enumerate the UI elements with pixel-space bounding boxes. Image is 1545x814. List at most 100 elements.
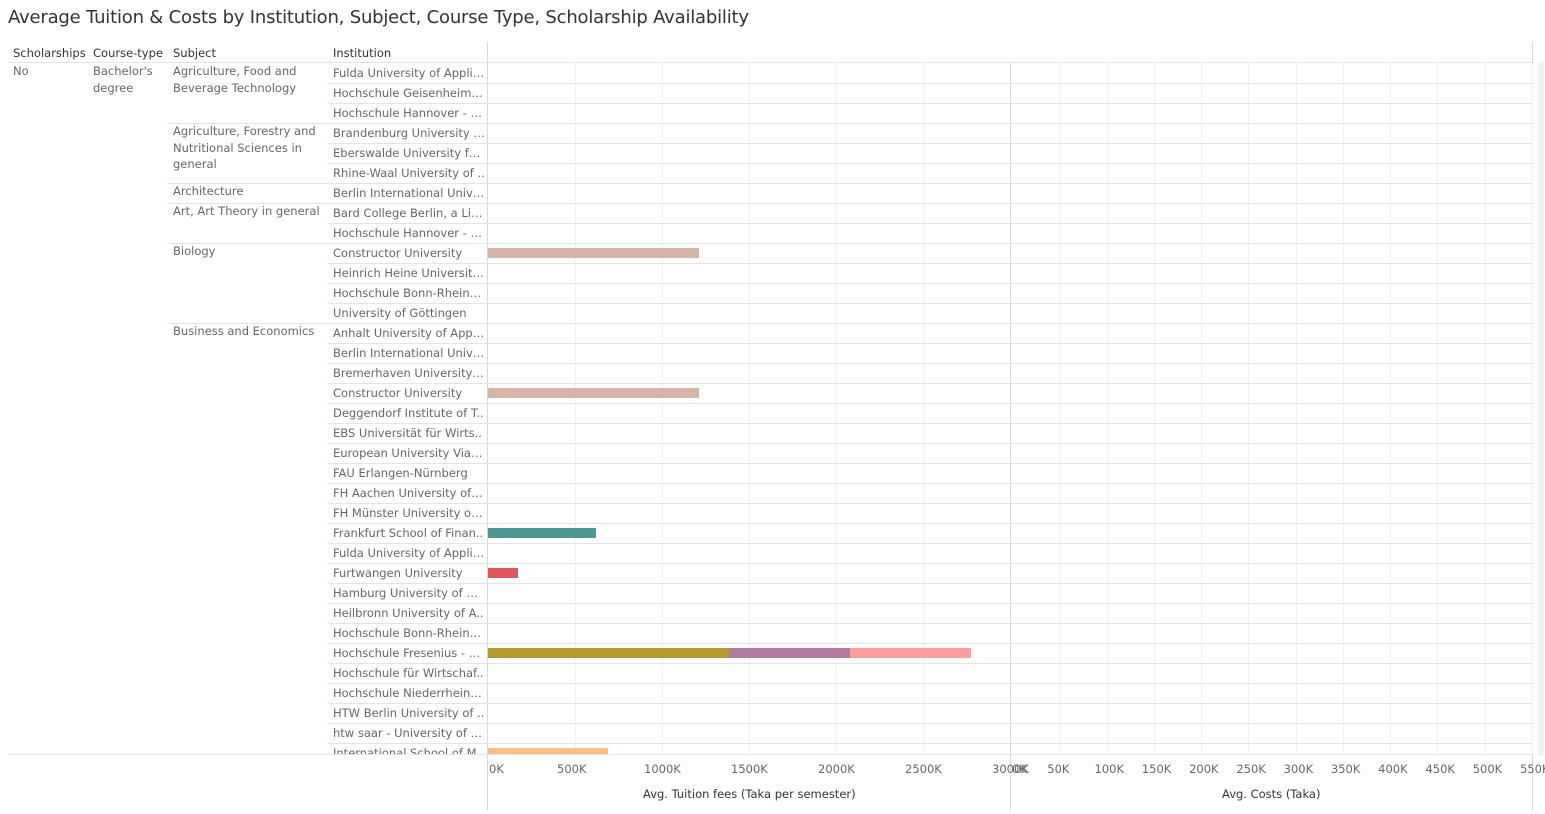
institution-label[interactable]: Constructor University	[333, 386, 463, 400]
row-separator	[327, 363, 1532, 364]
row-separator	[327, 663, 1532, 664]
axis-top-line	[8, 754, 1532, 755]
institution-label[interactable]: Hochschule Hannover - Un..	[333, 106, 485, 120]
costs-axis-tick: 200K	[1189, 762, 1219, 776]
header-institution[interactable]: Institution	[333, 46, 392, 60]
header-subject[interactable]: Subject	[173, 46, 216, 60]
row-separator	[327, 423, 1532, 424]
institution-label[interactable]: European University Viad..	[333, 446, 485, 460]
subject-label: Beverage Technology	[173, 80, 297, 95]
tuition-gridline	[836, 63, 837, 754]
institution-label[interactable]: FAU Erlangen-Nürnberg	[333, 466, 468, 480]
tuition-bar[interactable]	[488, 528, 596, 538]
institution-label[interactable]: Rhine-Waal University of ..	[333, 166, 485, 180]
tuition-gridline	[749, 63, 750, 754]
tuition-axis-tick: 3000K	[992, 762, 1029, 776]
costs-gridline	[1342, 63, 1344, 754]
costs-axis-tick: 500K	[1472, 762, 1503, 776]
institution-label[interactable]: Hochschule Bonn-Rhein-Si..	[333, 626, 485, 640]
row-separator	[327, 83, 1532, 84]
tuition-bar[interactable]	[728, 648, 850, 658]
institution-label[interactable]: Hochschule Fresenius - Un..	[333, 646, 485, 660]
institution-label[interactable]: Furtwangen University	[333, 566, 463, 580]
institution-label[interactable]: Heilbronn University of A..	[333, 606, 484, 620]
vertical-scrollbar[interactable]	[1538, 62, 1544, 756]
costs-axis-tick: 50K	[1047, 762, 1070, 776]
institution-label[interactable]: HTW Berlin University of ..	[333, 706, 485, 720]
tuition-bar[interactable]	[488, 388, 699, 398]
row-separator	[327, 623, 1532, 624]
costs-axis-tick: 100K	[1094, 762, 1125, 776]
tuition-axis-tick: 0K	[489, 762, 504, 776]
institution-label[interactable]: Hochschule Bonn-Rhein-Si..	[333, 286, 485, 300]
institution-label[interactable]: Constructor University	[333, 246, 463, 260]
row-separator	[327, 483, 1532, 484]
institution-label[interactable]: Hochschule Hannover - Un..	[333, 226, 485, 240]
institution-label[interactable]: Hochschule Niederrhein - ..	[333, 686, 485, 700]
row-separator	[327, 343, 1532, 344]
costs-axis-tick: 0K	[1012, 762, 1027, 776]
tuition-bar[interactable]	[849, 648, 971, 658]
subject-separator	[167, 123, 1532, 124]
row-separator	[327, 743, 1532, 744]
subject-separator	[167, 323, 1532, 324]
institution-label[interactable]: FH Aachen University of A..	[333, 486, 485, 500]
subject-separator	[167, 203, 1532, 204]
costs-axis-tick: 550K	[1520, 762, 1545, 776]
institution-label[interactable]: Hochschule Geisenheim U..	[333, 86, 485, 100]
institution-label[interactable]: htw saar - University of A..	[333, 726, 485, 740]
row-separator	[327, 163, 1532, 164]
row-separator	[327, 723, 1532, 724]
costs-gridline	[1532, 63, 1533, 754]
costs-gridline	[1201, 63, 1203, 754]
header-scholarships[interactable]: Scholarships	[13, 46, 86, 60]
subject-label: Business and Economics	[173, 324, 315, 338]
row-separator	[327, 583, 1532, 584]
subject-label: Agriculture, Food and	[173, 64, 297, 78]
tuition-bar[interactable]	[488, 748, 609, 754]
costs-gridline	[1390, 63, 1392, 754]
institution-label[interactable]: Fulda University of Applie..	[333, 66, 485, 80]
row-separator	[327, 383, 1532, 384]
costs-gridline	[1437, 63, 1439, 754]
institution-label[interactable]: Fulda University of Applie..	[333, 546, 485, 560]
institution-label[interactable]: EBS Universität für Wirts..	[333, 426, 482, 440]
institution-label[interactable]: Berlin International Unive..	[333, 346, 485, 360]
institution-label[interactable]: Hamburg University of Ap..	[333, 586, 485, 600]
institution-label[interactable]: Heinrich Heine University ..	[333, 266, 485, 280]
institution-label[interactable]: Berlin International Unive..	[333, 186, 485, 200]
header-course-type[interactable]: Course-type	[93, 46, 163, 60]
subject-label: general	[173, 157, 217, 171]
row-separator	[327, 703, 1532, 704]
subject-separator	[167, 183, 1532, 184]
costs-axis-tick: 400K	[1378, 762, 1408, 776]
institution-label[interactable]: Brandenburg University o..	[333, 126, 485, 140]
tuition-bar[interactable]	[488, 648, 729, 658]
costs-gridline	[1295, 63, 1297, 754]
institution-label[interactable]: University of Göttingen	[333, 306, 467, 320]
costs-axis-tick: 150K	[1141, 762, 1172, 776]
row-separator	[327, 283, 1532, 284]
tuition-bar[interactable]	[488, 248, 699, 258]
costs-axis-tick: 350K	[1330, 762, 1361, 776]
row-separator	[327, 523, 1532, 524]
institution-label[interactable]: FH Münster University of ..	[333, 506, 485, 520]
institution-label[interactable]: Frankfurt School of Finan..	[333, 526, 484, 540]
tuition-axis-title: Avg. Tuition fees (Taka per semester)	[643, 787, 856, 801]
row-separator	[327, 263, 1532, 264]
tuition-axis-tick: 2500K	[905, 762, 942, 776]
row-separator	[327, 563, 1532, 564]
institution-label[interactable]: Bremerhaven University o..	[333, 366, 485, 380]
institution-label[interactable]: Eberswalde University for..	[333, 146, 485, 160]
subject-separator	[167, 243, 1532, 244]
tuition-bar[interactable]	[488, 568, 519, 578]
institution-label[interactable]: International School of M..	[333, 746, 484, 754]
costs-gridline	[1153, 63, 1155, 754]
institution-label[interactable]: Deggendorf Institute of T..	[333, 406, 484, 420]
costs-gridline	[1059, 63, 1061, 754]
row-separator	[327, 143, 1532, 144]
institution-label[interactable]: Bard College Berlin, a Lib..	[333, 206, 485, 220]
institution-label[interactable]: Anhalt University of Appli..	[333, 326, 485, 340]
tuition-gridline	[923, 63, 924, 754]
institution-label[interactable]: Hochschule für Wirtschaf..	[333, 666, 484, 680]
